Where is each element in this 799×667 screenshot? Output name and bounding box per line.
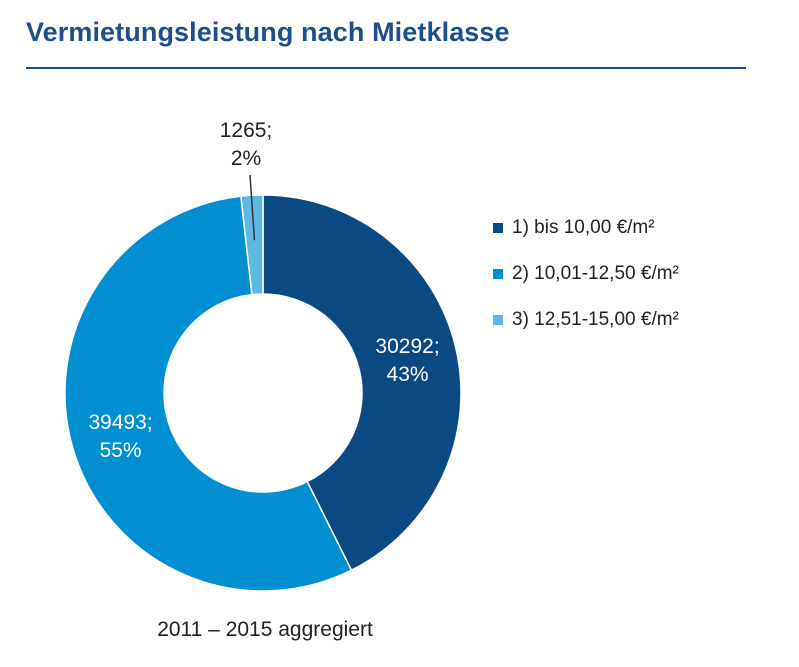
chart-title: Vermietungsleistung nach Mietklasse: [26, 17, 510, 47]
legend-label-2: 2) 10,01-12,50 €/m²: [512, 263, 679, 284]
donut-slice-3: [240, 194, 264, 296]
legend-label-1: 1) bis 10,00 €/m²: [512, 217, 655, 238]
legend-item-1: 1) bis 10,00 €/m²: [493, 214, 679, 242]
legend-label-3: 3) 12,51-15,00 €/m²: [512, 309, 679, 330]
chart-caption: 2011 – 2015 aggregiert: [157, 618, 373, 641]
leader-line-3: [249, 174, 256, 241]
donut-slice-2: [64, 195, 353, 592]
legend-item-2: 2) 10,01-12,50 €/m²: [493, 260, 679, 288]
data-label-2: 39493; 55%: [88, 411, 152, 462]
legend-swatch-2: [493, 269, 503, 279]
legend-swatch-1: [493, 223, 503, 233]
donut-chart: 30292; 43% 39493; 55% 1265; 2%: [64, 119, 462, 592]
title-divider: [26, 67, 746, 69]
donut-slice-1: [262, 194, 462, 572]
chart-legend: 1) bis 10,00 €/m² 2) 10,01-12,50 €/m² 3)…: [493, 214, 679, 352]
legend-swatch-3: [493, 315, 503, 325]
data-label-1: 30292; 43%: [375, 335, 439, 386]
data-label-3: 1265; 2%: [220, 119, 273, 170]
legend-item-3: 3) 12,51-15,00 €/m²: [493, 306, 679, 334]
